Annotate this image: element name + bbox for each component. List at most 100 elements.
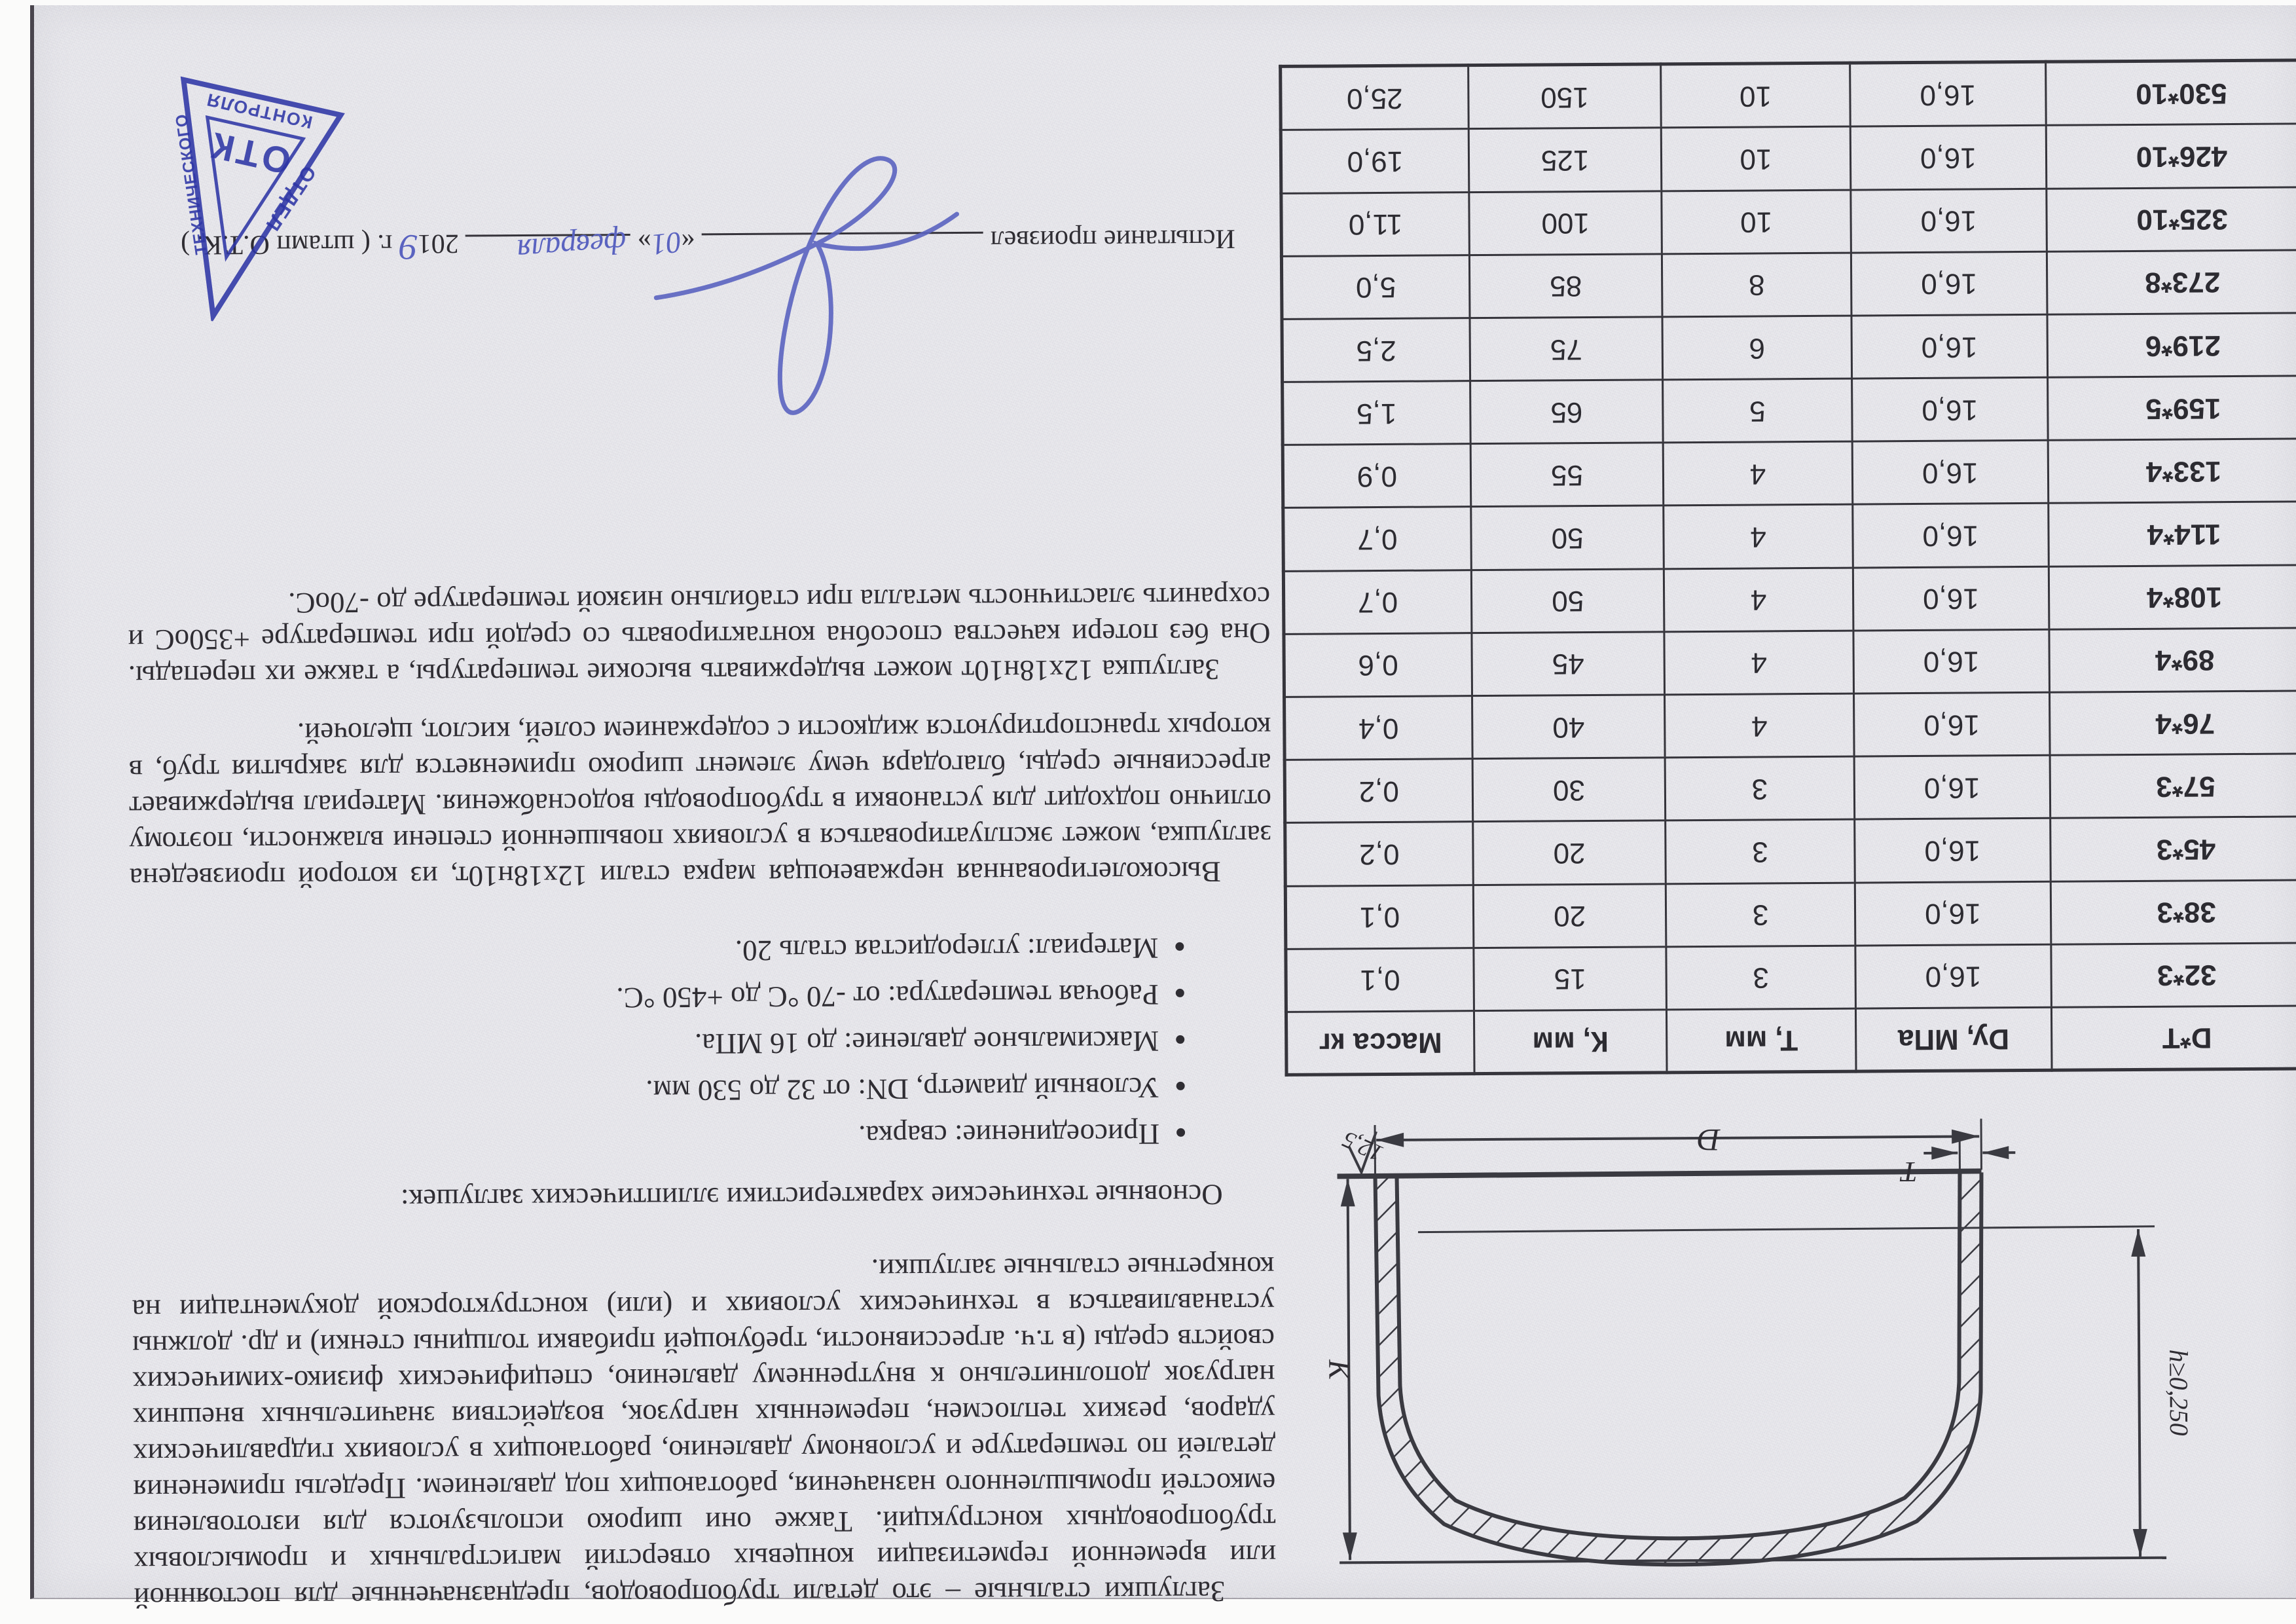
size-table-row: 325*10 16,0 10 100 11,0 [1281, 187, 2296, 257]
value-cell: 6 [1662, 316, 1852, 380]
size-cell: 76*4 [2049, 690, 2296, 756]
value-cell: 100 [1468, 191, 1662, 255]
dim-D-label: D [1698, 1122, 1721, 1157]
size-table-row: 57*3 16,0 3 30 0,2 [1285, 753, 2296, 823]
value-cell: 0,1 [1285, 885, 1474, 950]
value-cell: 16,0 [1852, 503, 2049, 568]
month-line: февраля [465, 225, 631, 268]
value-cell: 19,0 [1281, 129, 1469, 193]
value-cell: 4 [1664, 693, 1854, 758]
size-table-row: 89*4 16,0 4 45 0,6 [1283, 627, 2296, 697]
value-cell: 10 [1662, 189, 1851, 254]
spec-item: Рабочая температура: от -70 °С до +450 °… [130, 974, 1163, 1022]
value-cell: 4 [1664, 567, 1853, 632]
value-cell: 3 [1665, 756, 1855, 821]
size-table-row: 219*6 16,0 6 75 2,5 [1282, 312, 2296, 382]
dim-line-h [2137, 1228, 2142, 1557]
value-cell: 85 [1469, 253, 1663, 318]
spec-item: Максимальное давление: до 16 МПа. [130, 1021, 1163, 1068]
value-cell: 20 [1473, 883, 1667, 948]
otk-stamp-icon: ОТДЕЛ ТЕХНИЧЕСКОГО КОНТРОЛЯ ОТК [172, 76, 345, 323]
size-table-block: D*T Dy, МПа Т, мм К, мм Масса кг 32*3 16,0 3 15… [1279, 58, 2296, 1077]
spec-item: Условный диаметр, DN: от 32 до 530 мм. [131, 1067, 1163, 1115]
size-cell: 89*4 [2049, 627, 2296, 693]
value-cell: 16,0 [1853, 692, 2050, 757]
description-column: Заглушки стальные – это детали трубопров… [127, 486, 1276, 1616]
value-cell: 16,0 [1851, 314, 2048, 379]
handwritten-month: февраля [516, 225, 629, 268]
cap-drawing: D T К h≥0,250 12,5 [1303, 1098, 2296, 1612]
roughness-label: 12,5 [1338, 1126, 1387, 1168]
material-paragraph: Высоколегированная нержавеющая марка ста… [128, 711, 1272, 895]
value-cell: 65 [1470, 379, 1664, 444]
value-cell: 5 [1662, 378, 1852, 443]
size-cell: 159*5 [2047, 375, 2296, 441]
dim-K-label: К [1322, 1359, 1356, 1381]
value-cell: 16,0 [1850, 188, 2047, 253]
value-cell: 25,0 [1280, 65, 1468, 130]
size-table-row: 426*10 16,0 10 125 19,0 [1281, 124, 2296, 193]
value-cell: 3 [1666, 882, 1855, 947]
value-cell: 16,0 [1852, 566, 2049, 631]
value-cell: 16,0 [1850, 125, 2047, 190]
value-cell: 40 [1472, 694, 1666, 759]
spec-item: Материал: углеродистая сталь 20. [130, 928, 1162, 975]
value-cell: 0,1 [1285, 948, 1474, 1012]
size-table-header-cell: К, мм [1474, 1009, 1667, 1074]
value-cell: 0,2 [1285, 758, 1473, 823]
bottom-line [1339, 1556, 2167, 1564]
roughness-icon [1347, 1131, 1377, 1176]
size-table-header-cell: Dy, МПа [1855, 1007, 2052, 1072]
cap-drawing-figure: D T К h≥0,250 12,5 [1322, 1118, 2194, 1567]
dim-line-K [1346, 1179, 1352, 1560]
size-table-row: 133*4 16,0 4 55 0,9 [1283, 439, 2296, 508]
dim-h-label: h≥0,250 [2164, 1349, 2194, 1435]
temperature-paragraph: Заглушка 12х18н10т может выдерживать выс… [128, 581, 1271, 693]
value-cell: 16,0 [1851, 440, 2049, 505]
signature-line [654, 156, 984, 415]
size-cell: 273*8 [2047, 249, 2296, 315]
size-cell: 325*10 [2046, 187, 2296, 252]
value-cell: 2,5 [1282, 318, 1470, 382]
value-cell: 1,5 [1282, 380, 1470, 445]
value-cell: 0,6 [1283, 633, 1472, 697]
handwritten-day: 01 [649, 225, 683, 263]
size-table-row: 530*10 16,0 10 150 25,0 [1280, 60, 2296, 130]
signature-stroke [654, 156, 960, 415]
value-cell: 0,9 [1283, 443, 1471, 508]
size-table-header-row: D*T Dy, МПа Т, мм К, мм Масса кг [1286, 1005, 2296, 1075]
value-cell: 16,0 [1851, 251, 2047, 316]
value-cell: 4 [1664, 504, 1853, 569]
value-cell: 16,0 [1853, 629, 2050, 694]
value-cell: 0,7 [1283, 507, 1472, 572]
size-cell: 32*3 [2050, 942, 2296, 1008]
value-cell: 55 [1470, 443, 1664, 507]
value-cell: 16,0 [1853, 755, 2050, 820]
dim-T-label: T [1899, 1156, 1918, 1188]
value-cell: 10 [1661, 126, 1851, 191]
cap-edge-line [1337, 1168, 1982, 1179]
spec-item: Присоединение: сварка. [131, 1114, 1163, 1161]
size-table-row: 114*4 16,0 4 50 0,7 [1283, 502, 2296, 572]
value-cell: 75 [1469, 316, 1663, 381]
otk-stamp: ОТДЕЛ ТЕХНИЧЕСКОГО КОНТРОЛЯ ОТК [128, 71, 348, 340]
size-cell: 38*3 [2050, 879, 2296, 945]
value-cell: 150 [1468, 64, 1662, 130]
value-cell: 4 [1663, 441, 1853, 506]
value-cell: 4 [1664, 630, 1854, 695]
specs-list: Присоединение: сварка.Условный диаметр, … [130, 927, 1273, 1161]
value-cell: 30 [1472, 758, 1666, 822]
size-table-body: 32*3 16,0 3 15 0,1 38*3 16,0 3 20 0,1 45*3 16,0 3 20 0… [1280, 60, 2296, 1012]
size-table-row: 76*4 16,0 4 40 0,4 [1284, 690, 2296, 760]
certification-line: Испытание произвел «01» февраля 2019 г. … [109, 156, 1235, 415]
size-cell: 530*10 [2045, 60, 2296, 126]
size-table-header-cell: D*T [2051, 1005, 2296, 1071]
value-cell: 16,0 [1855, 944, 2052, 1009]
value-cell: 3 [1666, 945, 1856, 1010]
size-table-row: 38*3 16,0 3 20 0,1 [1285, 879, 2296, 950]
size-cell: 108*4 [2049, 564, 2296, 630]
value-cell: 15 [1473, 946, 1667, 1011]
size-table: D*T Dy, МПа Т, мм К, мм Масса кг 32*3 16,0 3 15… [1279, 58, 2296, 1077]
size-cell: 45*3 [2050, 817, 2296, 881]
value-cell: 50 [1471, 568, 1665, 633]
